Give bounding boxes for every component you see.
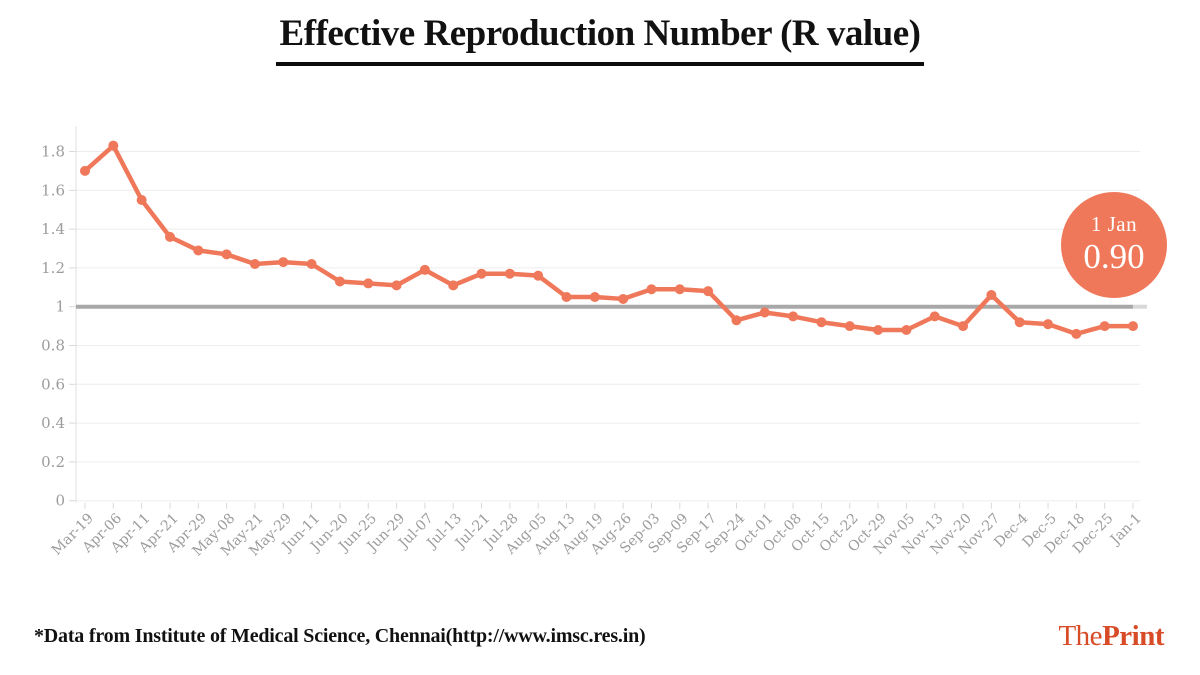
badge-value: 0.90	[1083, 237, 1145, 277]
y-tick-label: 0.2	[41, 453, 65, 471]
chart-title-wrap: Effective Reproduction Number (R value)	[0, 13, 1200, 66]
y-tick-label: 0.6	[41, 375, 65, 393]
data-point	[1071, 328, 1082, 339]
y-tick-label: 1.8	[41, 143, 65, 161]
data-point	[703, 286, 714, 297]
y-axis-labels: 0 0.2 0.4 0.6 0.8 1 1.2 1.4 1.6 1.8	[41, 143, 65, 510]
y-tick-label: 1.4	[41, 220, 65, 238]
chart-title: Effective Reproduction Number (R value)	[275, 13, 925, 66]
data-point	[164, 231, 175, 242]
y-tick-label: 0.8	[41, 337, 65, 355]
data-point	[731, 315, 742, 326]
y-tick-label: 1.2	[41, 259, 65, 277]
data-points	[80, 140, 1138, 339]
data-point	[1043, 319, 1054, 330]
data-point	[674, 284, 685, 295]
data-point	[901, 324, 912, 335]
data-point	[816, 317, 827, 328]
data-point	[249, 259, 260, 270]
data-point	[986, 290, 997, 301]
data-point	[221, 249, 232, 260]
data-source-footnote: *Data from Institute of Medical Science,…	[34, 625, 646, 647]
data-point	[929, 311, 940, 322]
data-point	[759, 307, 770, 318]
data-point	[419, 264, 430, 275]
data-point	[844, 321, 855, 332]
data-point	[334, 276, 345, 287]
x-axis-labels: Mar-19Apr-06Apr-11Apr-21Apr-29May-08May-…	[49, 510, 1145, 559]
data-point	[476, 268, 487, 279]
data-point	[646, 284, 657, 295]
theprint-logo: ThePrint	[1058, 620, 1164, 653]
gridlines	[69, 151, 1140, 509]
y-tick-label: 0	[55, 492, 65, 510]
data-point	[1014, 317, 1025, 328]
data-point	[108, 140, 119, 151]
data-point	[448, 280, 459, 291]
data-point	[533, 270, 544, 281]
y-tick-label: 0.4	[41, 414, 65, 432]
data-point	[136, 195, 147, 205]
data-point	[873, 324, 884, 335]
data-point	[504, 268, 515, 279]
logo-part-the: The	[1058, 620, 1103, 652]
data-point	[561, 292, 572, 302]
data-point	[618, 293, 629, 304]
data-point	[788, 311, 799, 322]
y-tick-label: 1	[55, 298, 65, 316]
y-tick-label: 1.6	[41, 181, 65, 199]
data-point	[306, 259, 317, 270]
data-point	[958, 321, 969, 332]
badge-date: 1 Jan	[1090, 212, 1138, 237]
x-tick-label: Jan-1	[1106, 511, 1145, 550]
data-point	[1128, 321, 1138, 332]
data-point	[363, 278, 374, 289]
data-point	[1099, 321, 1110, 332]
data-point	[391, 280, 402, 291]
latest-value-badge: 1 Jan 0.90	[1061, 192, 1167, 298]
data-point	[193, 245, 204, 256]
logo-part-print: Print	[1102, 620, 1164, 652]
data-point	[278, 257, 289, 268]
data-point	[589, 292, 600, 302]
data-point	[80, 165, 90, 176]
